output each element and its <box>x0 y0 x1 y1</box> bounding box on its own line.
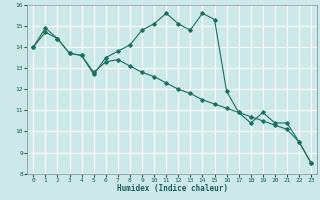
X-axis label: Humidex (Indice chaleur): Humidex (Indice chaleur) <box>117 184 228 193</box>
